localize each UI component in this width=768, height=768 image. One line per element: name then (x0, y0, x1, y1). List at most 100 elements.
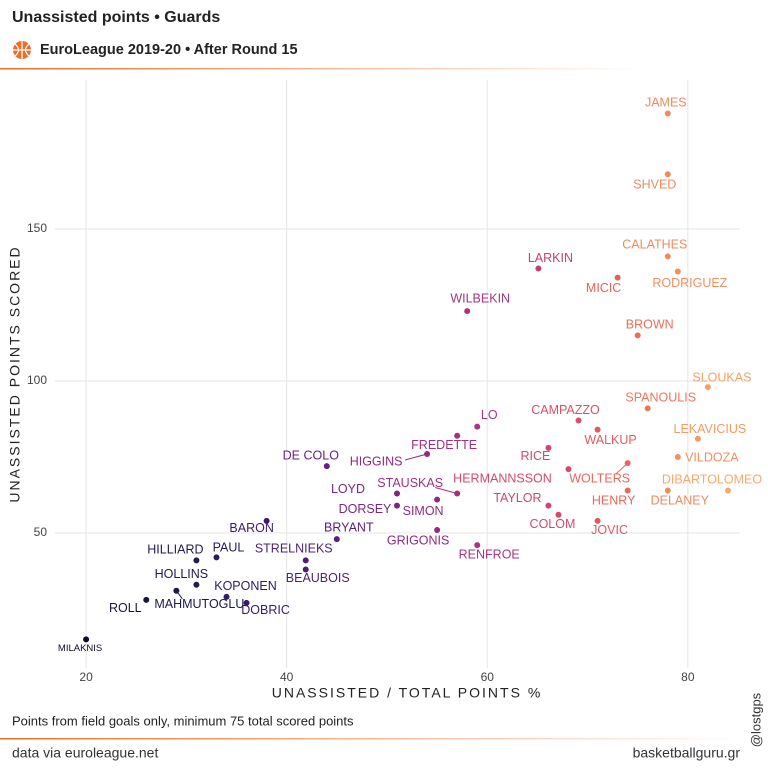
point-label: MILAKNIS (58, 643, 102, 654)
point-label: SPANOULIS (625, 391, 696, 405)
x-axis-title: UNASSISTED / TOTAL POINTS % (272, 685, 543, 701)
point-label: SHVED (633, 178, 676, 192)
point-label: VILDOZA (685, 450, 739, 464)
point-label: BRYANT (324, 520, 374, 534)
point (393, 490, 400, 497)
point-label: DOBRIC (241, 603, 290, 617)
point (545, 502, 552, 509)
point-label: SLOUKAS (692, 370, 751, 384)
point (664, 171, 671, 178)
point (302, 557, 309, 564)
credit: @lostgps (748, 692, 763, 747)
logo-lines (13, 41, 31, 59)
point (644, 405, 651, 412)
point-label: PAUL (213, 541, 245, 555)
y-tick-label: 50 (34, 525, 48, 539)
point-label: DE COLO (283, 448, 340, 462)
point (674, 454, 681, 461)
point (83, 636, 90, 643)
point-label: STAUSKAS (377, 476, 443, 490)
point-label: FREDETTE (411, 438, 477, 452)
point-label: HOLLINS (155, 567, 209, 581)
point-label: RENFROE (459, 547, 520, 561)
point (634, 332, 641, 339)
point-label: WALKUP (584, 433, 636, 447)
x-tick-label: 60 (481, 670, 495, 684)
chart-title: Unassisted points • Guards (12, 9, 220, 26)
point-label: LEKAVICIUS (674, 422, 747, 436)
point-label: RODRIGUEZ (652, 276, 727, 290)
x-tick-label: 40 (280, 670, 294, 684)
point (393, 502, 400, 509)
point (193, 581, 200, 588)
point (302, 566, 309, 573)
point-label: DELANEY (651, 494, 710, 508)
point-label: LARKIN (528, 251, 573, 265)
leader-line (435, 487, 458, 494)
point-label: SIMON (403, 504, 444, 518)
point-label: BEAUBOIS (286, 571, 350, 585)
point-label: ROLL (109, 601, 142, 615)
point-label: DORSEY (339, 502, 392, 516)
point-label: BARON (229, 521, 273, 535)
point-label: JOVIC (591, 523, 628, 537)
point (545, 444, 552, 451)
point (173, 587, 180, 594)
point (424, 450, 431, 457)
point (474, 423, 481, 430)
point (263, 517, 270, 524)
point-label: CAMPAZZO (531, 403, 600, 417)
point (575, 417, 582, 424)
point-label: MICIC (586, 281, 621, 295)
y-axis-title: UNASSISTED POINTS SCORED (7, 245, 23, 502)
point (555, 511, 562, 518)
point (243, 599, 250, 606)
point (674, 268, 681, 275)
point-label: STRELNIEKS (255, 542, 333, 556)
point-label: HENRY (592, 494, 636, 508)
point-label: LOYD (331, 482, 365, 496)
point-label: WOLTERS (569, 471, 630, 485)
x-tick-label: 20 (79, 670, 93, 684)
point-label: CALATHES (622, 238, 687, 252)
point-label: WILBEKIN (450, 291, 510, 305)
point (594, 426, 601, 433)
point (454, 490, 461, 497)
point (213, 554, 220, 561)
point (193, 557, 200, 564)
point-label: GRIGONIS (387, 533, 450, 547)
site: basketballguru.gr (633, 745, 741, 761)
point (664, 253, 671, 260)
point (664, 110, 671, 117)
point-label: BROWN (626, 318, 674, 332)
point-label: HIGGINS (350, 454, 403, 468)
point (333, 536, 340, 543)
point (614, 274, 621, 281)
point (624, 487, 631, 494)
point (594, 517, 601, 524)
point (454, 432, 461, 439)
point (565, 466, 572, 473)
point (724, 487, 731, 494)
y-tick-label: 100 (27, 373, 47, 387)
y-tick-label: 150 (27, 221, 47, 235)
caption: Points from field goals only, minimum 75… (12, 713, 354, 728)
point (624, 460, 631, 467)
point (434, 496, 441, 503)
point-label: JAMES (645, 96, 687, 110)
point (143, 596, 150, 603)
point-label: KOPONEN (214, 579, 277, 593)
point-label: COLOM (530, 517, 576, 531)
point-label: MAHMUTOGLU (154, 597, 244, 611)
source: data via euroleague.net (12, 745, 158, 761)
point-label: RICE (521, 449, 551, 463)
point (664, 487, 671, 494)
header-rule (0, 68, 640, 70)
point (434, 526, 441, 533)
point (323, 463, 330, 470)
footer-rule (0, 738, 740, 740)
point (704, 384, 711, 391)
chart-subtitle: EuroLeague 2019-20 • After Round 15 (40, 42, 298, 58)
point-label: DIBARTOLOMEO (662, 473, 763, 487)
